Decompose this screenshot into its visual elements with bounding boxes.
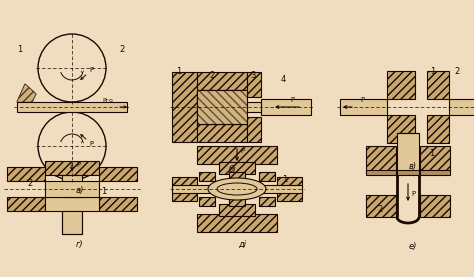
Bar [261,99,311,115]
Text: бі: бі [228,165,236,173]
Bar [7,197,45,211]
Bar [259,197,275,206]
Bar [99,167,137,181]
Text: P: P [76,162,80,168]
Text: 1: 1 [283,175,288,183]
Bar [219,204,255,216]
Text: P: P [89,141,93,147]
Bar [62,211,82,234]
Bar [99,197,137,211]
Polygon shape [17,84,36,102]
Bar [197,146,277,164]
Bar [45,161,99,175]
Text: 2: 2 [210,71,215,79]
Ellipse shape [208,178,266,200]
Text: 2: 2 [377,204,383,214]
Bar [397,170,419,175]
Bar [219,162,255,174]
Text: 1: 1 [18,45,23,55]
Bar [172,191,197,201]
Text: 2: 2 [455,68,460,76]
Text: P: P [240,148,244,154]
Bar [45,181,99,197]
Bar [366,170,396,175]
Bar [397,133,419,171]
Bar [366,195,396,217]
Bar [420,170,450,175]
Text: P: P [290,97,294,103]
Bar [420,195,450,217]
Bar [172,177,197,187]
Bar [45,197,99,211]
Text: 2: 2 [27,179,33,189]
Text: е): е) [409,242,417,252]
Text: 2: 2 [119,45,125,55]
Bar [387,115,415,143]
Text: 1: 1 [176,68,182,76]
Bar [197,90,247,124]
Bar [199,197,215,206]
Bar [17,102,127,112]
Text: 1: 1 [429,150,435,158]
Bar [277,177,302,187]
Polygon shape [17,84,36,102]
Bar [229,197,245,206]
Text: ді: ді [238,240,246,250]
Bar [172,72,197,142]
Bar [197,214,277,232]
Bar [420,146,450,171]
Text: 4: 4 [281,75,286,83]
Bar [247,117,261,142]
Bar [259,172,275,181]
Text: P: P [89,67,93,73]
Bar [7,167,45,181]
Text: 1: 1 [430,68,436,76]
Text: Pго: Pго [102,99,113,104]
Bar [172,185,302,193]
Bar [199,172,215,181]
Text: г): г) [76,240,84,248]
Bar [62,175,82,197]
Text: 1: 1 [101,186,107,196]
Text: в): в) [409,163,417,171]
Bar [387,71,415,99]
Text: P: P [360,97,364,103]
Bar [247,102,261,112]
Bar [277,191,302,201]
Bar [427,71,449,99]
Bar [197,90,247,124]
Bar [247,72,261,97]
Bar [366,146,396,171]
Text: P: P [411,191,415,197]
Bar [229,172,245,181]
Bar [340,99,387,115]
Text: 3: 3 [250,71,255,79]
Bar [197,72,247,90]
Text: а): а) [76,186,84,194]
Bar [197,124,247,142]
Bar [427,115,449,143]
Bar [449,99,474,115]
